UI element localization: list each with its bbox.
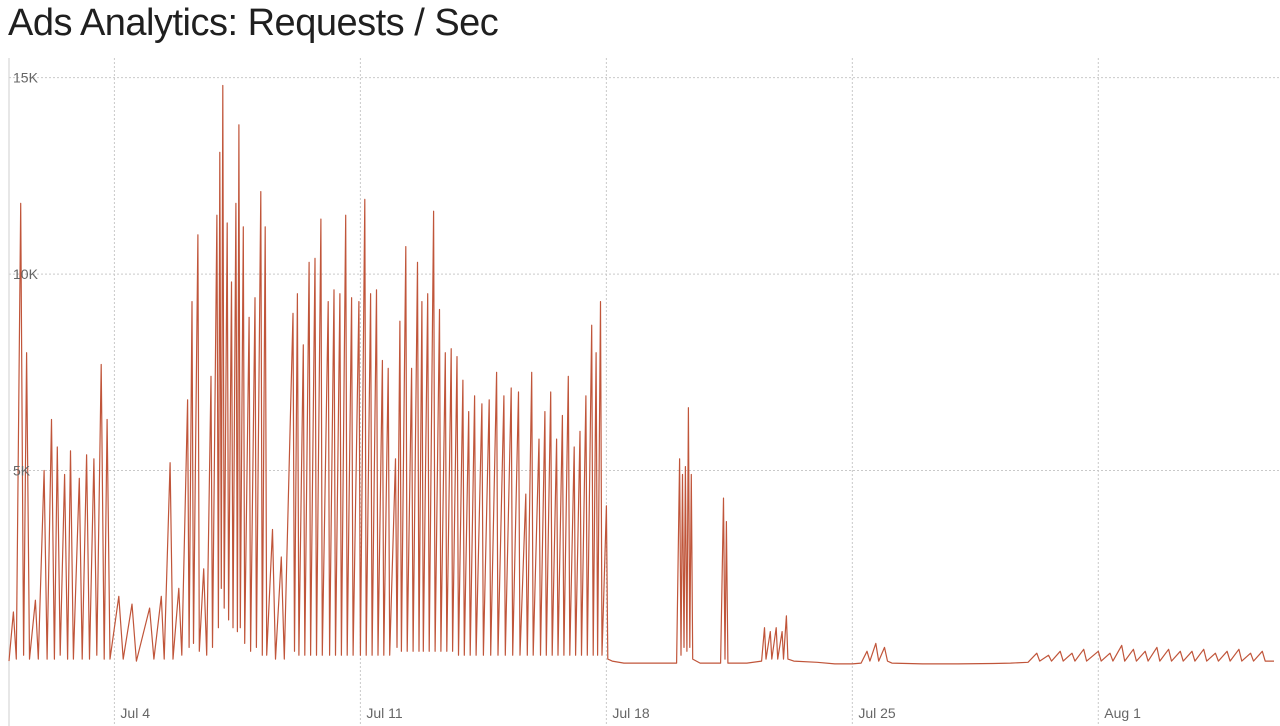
x-tick-label: Jul 18	[612, 705, 650, 721]
y-tick-label: 5K	[13, 463, 31, 479]
x-tick-label: Jul 25	[858, 705, 896, 721]
series-line	[8, 84, 1274, 665]
y-tick-label: 15K	[13, 70, 39, 86]
x-tick-label: Jul 4	[120, 705, 150, 721]
series-layer	[8, 84, 1274, 665]
tick-labels: 5K 10K 15K Jul 4 Jul 11 Jul 18 Jul 25 Aug 1	[13, 70, 1141, 721]
x-tick-label: Aug 1	[1104, 705, 1141, 721]
chart-title: Ads Analytics: Requests / Sec	[8, 2, 499, 44]
x-tick-label: Jul 11	[366, 705, 403, 721]
y-tick-label: 10K	[13, 266, 39, 282]
